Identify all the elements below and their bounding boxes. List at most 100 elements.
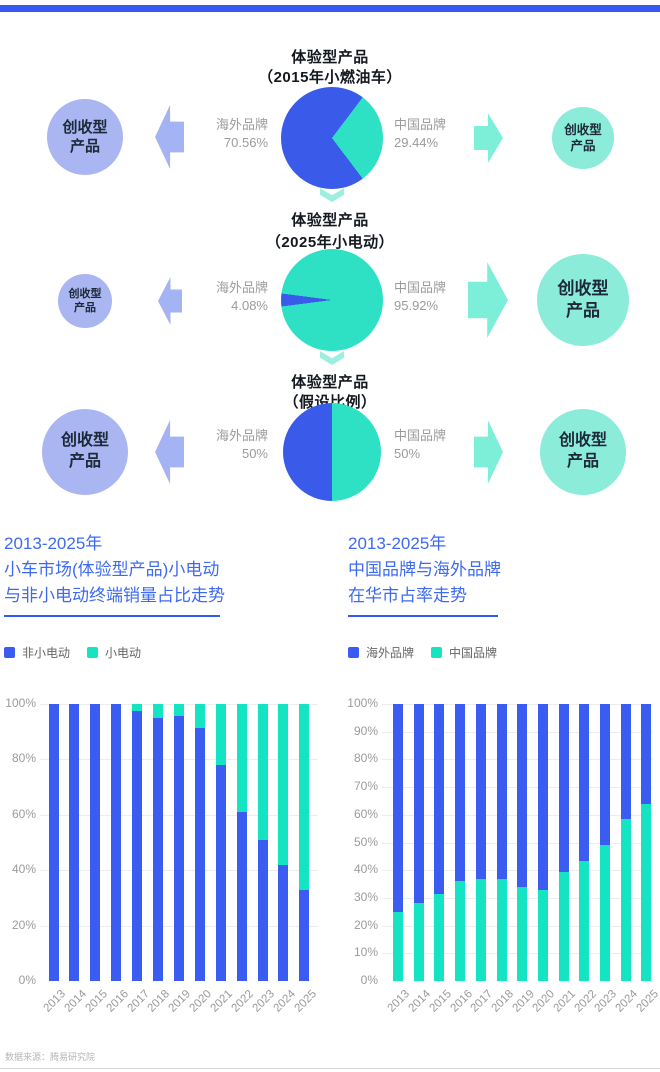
label-name: 海外品牌: [215, 428, 268, 443]
circle-text: 创收型: [60, 432, 109, 450]
bar-segment: [455, 881, 466, 981]
legend-swatch-icon: [4, 646, 15, 658]
circle-text: 产品: [570, 139, 596, 153]
bar-segment: [641, 803, 652, 981]
china-brand-label: 中国品牌 50%: [394, 427, 514, 463]
circle-text: 创收型: [558, 432, 607, 450]
x-axis-tick-label: 2025: [634, 988, 660, 1015]
legend-label: 小电动: [105, 645, 142, 660]
circle-text: 创收型: [557, 278, 609, 298]
y-axis-tick-label: 20%: [11, 917, 36, 932]
legend-swatch-icon: [348, 646, 359, 658]
gridline: [382, 925, 652, 927]
legend-item: 非小电动: [4, 644, 70, 661]
bar-segment: [600, 845, 610, 981]
label-value: 50%: [241, 446, 268, 461]
x-axis-tick-label: 2013: [385, 988, 413, 1015]
bar-segment: [558, 704, 569, 872]
right-bar-chart: 0% 10% 20% 30% 40% 50% 60% 70% 80% 90% 100% 2013 201…: [0, 690, 660, 1035]
y-axis-tick-label: 90%: [353, 723, 378, 738]
bar-segment: [434, 893, 445, 981]
y-axis-tick-label: 100%: [347, 696, 378, 710]
title-line: 小车市场(体验型产品)小电动: [4, 560, 220, 579]
bar-segment: [215, 764, 226, 981]
bar-segment: [600, 704, 610, 846]
pie-chart-2015: [281, 87, 383, 189]
gridline: [382, 814, 652, 816]
bar-segment: [455, 704, 466, 882]
title-line: 2013-2025年: [4, 534, 103, 553]
section-title: 体验型产品: [291, 49, 369, 66]
y-axis-tick-label: 70%: [353, 779, 378, 794]
section-title: 体验型产品: [291, 212, 369, 229]
bar-segment: [517, 886, 528, 981]
y-axis-tick-label: 30%: [353, 889, 378, 904]
revenue-product-circle-left: 创收型 产品: [42, 409, 128, 495]
label-name: 中国品牌: [394, 428, 447, 443]
circle-text: 产品: [74, 302, 96, 314]
bar-segment: [111, 704, 122, 981]
x-axis-tick-label: 2014: [406, 988, 434, 1015]
overseas-brand-label: 海外品牌 70.56%: [148, 116, 268, 152]
revenue-product-circle-right: 创收型 产品: [540, 409, 626, 495]
bar-segment: [496, 878, 507, 981]
section-subtitle: （2015年小燃油车）: [258, 69, 402, 86]
bar-segment: [475, 704, 486, 879]
y-axis-tick-label: 10%: [353, 945, 378, 960]
title-line: 与非小电动终端销量占比走势: [4, 586, 225, 605]
label-name: 中国品牌: [394, 117, 447, 132]
label-name: 中国品牌: [394, 280, 447, 295]
bar-segment: [496, 704, 507, 879]
bar-segment: [537, 704, 548, 890]
label-value: 70.56%: [223, 135, 268, 150]
bar-segment: [579, 704, 590, 861]
bar-segment: [69, 704, 80, 981]
revenue-product-circle-right: 创收型 产品: [552, 107, 614, 169]
revenue-product-circle-left: 创收型 产品: [47, 99, 123, 175]
bar-segment: [236, 704, 247, 813]
section-title: 体验型产品: [291, 374, 369, 391]
gridline: [382, 787, 652, 789]
data-source-text: 数据来源：腾易研究院: [5, 1052, 96, 1062]
y-axis-tick-label: 50%: [353, 834, 378, 849]
gridline: [382, 953, 652, 955]
pie-chart-hypothetical: [283, 403, 381, 501]
bar-segment: [620, 818, 631, 981]
gridline: [382, 731, 652, 733]
china-brand-label: 中国品牌 95.92%: [394, 279, 514, 315]
bar-segment: [537, 889, 548, 981]
gridline: [382, 704, 652, 705]
bar-segment: [194, 704, 205, 728]
bar-segment: [132, 710, 143, 981]
label-value: 50%: [394, 446, 421, 461]
revenue-product-circle-left: 创收型 产品: [58, 274, 112, 328]
bar-segment: [299, 704, 310, 890]
bar-segment: [393, 911, 403, 981]
right-chart-title: 2013-2025年 中国品牌与海外品牌 在华市占率走势: [348, 531, 501, 609]
circle-text: 产品: [566, 301, 600, 320]
overseas-brand-label: 海外品牌 50%: [148, 427, 268, 463]
bar-segment: [236, 812, 247, 981]
top-accent-bar: [0, 5, 660, 12]
label-value: 4.08%: [231, 298, 268, 313]
left-chart-title: 2013-2025年 小车市场(体验型产品)小电动 与非小电动终端销量占比走势: [4, 531, 225, 609]
y-axis-tick-label: 60%: [353, 806, 378, 821]
bar-segment: [558, 871, 569, 981]
x-axis-tick-label: 2022: [572, 988, 599, 1015]
chevron-down-icon: [320, 188, 344, 202]
bottom-divider: [0, 1068, 660, 1069]
gridline: [382, 897, 652, 899]
right-chart-legend: 海外品牌 中国品牌: [348, 646, 497, 660]
x-axis-tick-label: 2021: [551, 988, 579, 1015]
label-value: 95.92%: [394, 298, 439, 313]
x-axis-tick-label: 2020: [530, 988, 558, 1015]
title-line: 中国品牌与海外品牌: [348, 560, 501, 579]
bar-segment: [434, 704, 445, 894]
x-axis-tick-label: 2017: [468, 988, 496, 1015]
x-axis-tick-label: 2023: [592, 988, 620, 1015]
y-axis-tick-label: 80%: [11, 751, 36, 766]
bar-segment: [153, 704, 163, 718]
x-axis-tick-label: 2024: [613, 988, 641, 1015]
circle-text: 产品: [566, 453, 599, 470]
